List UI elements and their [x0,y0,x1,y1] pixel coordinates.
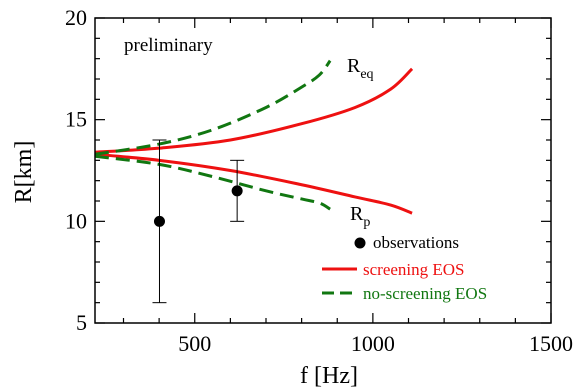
observation-point-1 [231,185,243,197]
observation-point-0 [153,215,165,227]
legend-screening-label: screening EOS [363,260,465,279]
y-tick-label: 15 [65,107,87,132]
x-axis-label: f [Hz] [300,363,358,388]
y-tick-label: 20 [65,5,87,30]
curve-label-rp-sub: p [363,215,370,230]
curve-label-rp-main: R [350,203,364,225]
preliminary-annotation: preliminary [124,35,213,56]
y-axis-label: R[km] [11,141,37,204]
series-1-curve-0 [94,59,332,156]
x-tick-label: 1000 [351,331,395,356]
legend: observations screening EOS no-screening … [322,233,487,303]
tick-labels-layer: 5 10 15 20 500 1000 1500 [65,5,573,356]
curve-label-req: Req [347,55,374,82]
curve-label-rp: Rp [350,203,370,230]
legend-no-screening-label: no-screening EOS [363,284,487,303]
ticks-layer [95,17,552,324]
observations-layer [152,139,245,304]
x-tick-label: 1500 [529,331,573,356]
curve-label-req-sub: eq [360,67,373,82]
x-tick-label: 500 [178,331,211,356]
y-tick-label: 5 [76,310,87,335]
curves-layer [94,59,414,215]
plot-frame [94,17,552,324]
y-tick-label: 10 [65,208,87,233]
legend-observations-marker [354,237,366,249]
curve-label-req-main: R [347,55,361,77]
legend-observations-label: observations [373,233,459,252]
